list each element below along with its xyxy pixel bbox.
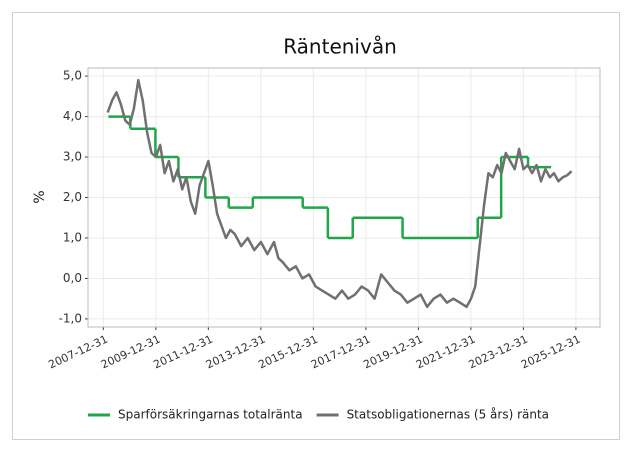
x-tick-label: 2019-12-31 [361,333,424,372]
y-tick-label: 0,0 [63,271,82,285]
y-tick-label: 1,0 [63,230,82,244]
y-tick-label: 5,0 [63,69,82,83]
x-tick-label: 2021-12-31 [414,333,477,372]
x-tick-label: 2023-12-31 [466,333,529,372]
y-tick-label: 2,0 [63,190,82,204]
x-tick-label: 2017-12-31 [309,333,372,372]
legend-label: Sparförsäkringarnas totalränta [118,408,303,422]
legend-label: Statsobligationernas (5 års) ränta [347,408,549,422]
chart-frame [12,12,620,440]
y-tick-label: -1,0 [59,311,82,325]
chart-title: Räntenivån [283,35,397,59]
y-tick-label: 3,0 [63,150,82,164]
x-tick-label: 2007-12-31 [46,333,109,372]
y-axis-label: % [32,190,48,203]
x-tick-label: 2015-12-31 [256,333,319,372]
x-tick-label: 2013-12-31 [204,333,267,372]
x-tick-label: 2011-12-31 [151,333,214,372]
series-line [106,78,573,309]
x-tick-label: 2025-12-31 [519,333,582,372]
plot-border [87,67,601,328]
y-tick-label: 4,0 [63,109,82,123]
x-tick-label: 2009-12-31 [99,333,162,372]
